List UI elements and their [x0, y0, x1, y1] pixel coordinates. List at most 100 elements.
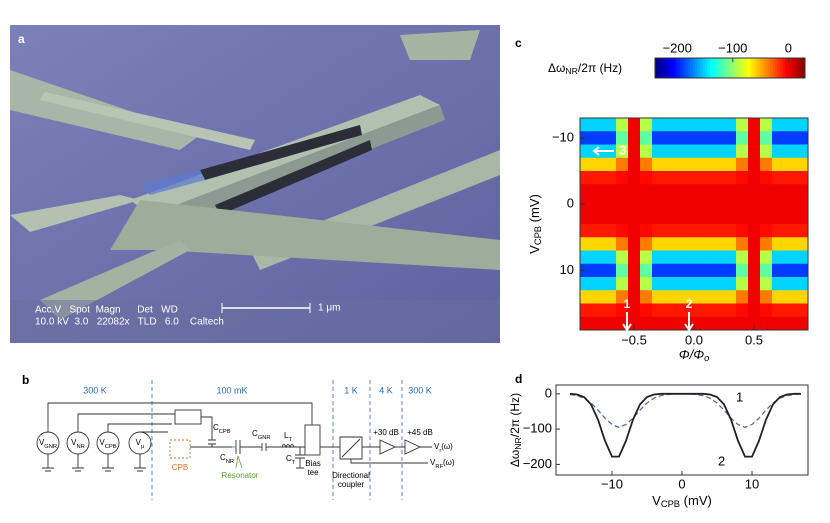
- heatmap-cell: [604, 157, 617, 172]
- heatmap-cell: [616, 118, 629, 132]
- heatmap-cell: [724, 210, 737, 225]
- heatmap-cell: [652, 144, 665, 159]
- series-line: [569, 392, 801, 458]
- heatmap-cell: [640, 303, 653, 318]
- heatmap-cell: [604, 250, 617, 265]
- heatmap-cell: [700, 316, 713, 331]
- panel-label: d: [515, 372, 522, 386]
- heatmap-cell: [628, 131, 641, 145]
- bias-tee-label: tee: [307, 468, 319, 477]
- colorbar-step: [762, 58, 766, 78]
- heatmap-cell: [724, 237, 737, 251]
- colorbar-tick-label: −100: [718, 40, 747, 55]
- heatmap-cell: [772, 290, 785, 304]
- heatmap-cell: [664, 303, 677, 318]
- heatmap-cell: [592, 250, 605, 265]
- annotation-arrow: [622, 312, 632, 332]
- heatmap-cell: [604, 131, 617, 145]
- output-label-part: (ω): [443, 458, 455, 467]
- heatmap-cell: [772, 171, 785, 185]
- heatmap-cell: [736, 144, 749, 159]
- component-label-part: C: [286, 454, 292, 463]
- heatmap-cell: [724, 316, 737, 331]
- heatmap-cell: [604, 118, 617, 132]
- colorbar-step: [802, 58, 806, 78]
- heatmap-cell: [736, 157, 749, 172]
- heatmap-cell: [712, 118, 725, 132]
- heatmap-cell: [700, 144, 713, 159]
- source-label-part: V: [136, 438, 142, 447]
- y-axis-label-part: /2π (Hz): [508, 393, 522, 437]
- heatmap-cell: [688, 277, 701, 291]
- source-label-part: V: [39, 438, 45, 447]
- heatmap-cell: [700, 224, 713, 238]
- component-label-part: L: [284, 431, 289, 440]
- heatmap-cell: [604, 210, 617, 225]
- heatmap-cell: [736, 263, 749, 278]
- heatmap-cell: [772, 224, 785, 238]
- sem-header: Acc.V Spot Magn Det WD: [35, 305, 178, 316]
- heatmap-cell: [580, 184, 593, 198]
- heatmap-cell: [748, 184, 761, 198]
- heatmap-cell: [724, 118, 737, 132]
- heatmap-cell: [796, 224, 809, 238]
- heatmap-cell: [700, 118, 713, 132]
- colorbar-step: [682, 58, 686, 78]
- heatmap-cell: [712, 224, 725, 238]
- colorbar-step: [712, 58, 716, 78]
- heatmap-cell: [592, 224, 605, 238]
- heatmap-cell: [676, 197, 689, 212]
- colorbar-step: [657, 58, 661, 78]
- heatmap-cell: [676, 184, 689, 198]
- heatmap-cell: [664, 250, 677, 265]
- heatmap-cell: [736, 224, 749, 238]
- heatmap-cell: [700, 250, 713, 265]
- heatmap-cell: [628, 224, 641, 238]
- y-tick-label: 0: [567, 196, 574, 211]
- heatmap-cell: [676, 171, 689, 185]
- x-tick-label: −10: [601, 476, 623, 491]
- y-tick-label: 10: [560, 262, 574, 277]
- stage-label: 100 mK: [216, 385, 247, 395]
- heatmap-cell: [784, 184, 797, 198]
- colorbar-step: [732, 58, 736, 78]
- series-label: 2: [718, 453, 725, 468]
- colorbar-step: [792, 58, 796, 78]
- heatmap-cell: [640, 237, 653, 251]
- colorbar-step: [750, 58, 753, 78]
- heatmap-cell: [700, 237, 713, 251]
- heatmap-cell: [700, 263, 713, 278]
- colorbar-step: [695, 58, 698, 78]
- heatmap-cell: [628, 316, 641, 331]
- colorbar-label: ΔωNR/2π (Hz): [548, 61, 622, 76]
- heatmap-cell: [580, 131, 593, 145]
- colorbar-step: [660, 58, 663, 78]
- source-label-part: V: [71, 438, 77, 447]
- heatmap-cell: [628, 210, 641, 225]
- heatmap-cell: [736, 237, 749, 251]
- heatmap-cell: [628, 171, 641, 185]
- heatmap-cell: [796, 197, 809, 212]
- heatmap-cell: [748, 131, 761, 145]
- heatmap-cell: [760, 303, 773, 318]
- heatmap-cell: [628, 290, 641, 304]
- heatmap-cell: [616, 224, 629, 238]
- heatmap-cell: [712, 210, 725, 225]
- coupler-label: Directional: [332, 471, 370, 480]
- heatmap-cell: [772, 197, 785, 212]
- heatmap-cell: [616, 197, 629, 212]
- heatmap-cell: [604, 290, 617, 304]
- colorbar-label-part: /2π (Hz): [578, 61, 622, 75]
- heatmap-cell: [796, 118, 809, 132]
- heatmap-cell: [748, 118, 761, 132]
- heatmap-cell: [676, 290, 689, 304]
- annotation: 1: [624, 297, 631, 311]
- heatmap-cell: [760, 157, 773, 172]
- component-label: CCPB: [213, 423, 231, 434]
- heatmap-cell: [640, 157, 653, 172]
- heatmap-cell: [700, 171, 713, 185]
- heatmap-cell: [580, 277, 593, 291]
- heatmap-cell: [748, 210, 761, 225]
- source-label: VGNR: [39, 438, 57, 449]
- heatmap-cell: [736, 210, 749, 225]
